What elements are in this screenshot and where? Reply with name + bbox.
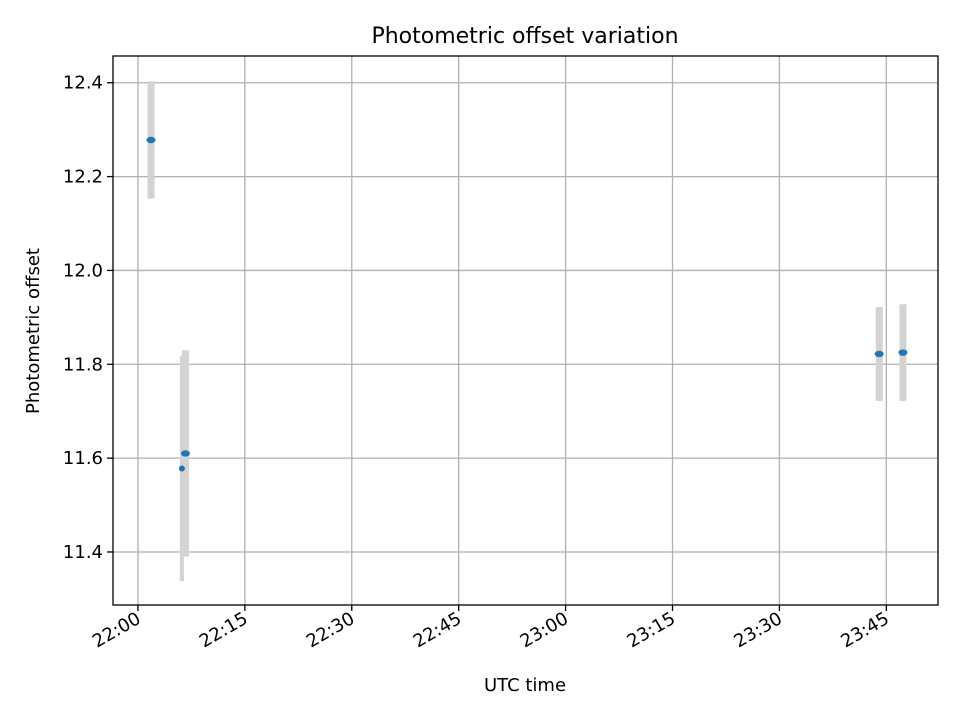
y-tick-label: 12.4 [63, 73, 103, 94]
y-tick-label: 11.4 [63, 542, 103, 563]
y-tick-label: 12.2 [63, 167, 103, 188]
data-point [180, 450, 190, 457]
y-tick-label: 11.8 [63, 354, 103, 375]
grid [113, 56, 938, 605]
x-axis-label: UTC time [484, 675, 566, 696]
chart-title: Photometric offset variation [371, 24, 678, 49]
y-tick-label: 11.6 [63, 448, 103, 469]
data-point [178, 465, 185, 472]
y-axis-label: Photometric offset [23, 248, 44, 414]
data-point [146, 136, 156, 144]
data-points [146, 136, 908, 472]
data-point [898, 349, 908, 356]
y-tick-label: 12.0 [63, 260, 103, 281]
data-point [874, 350, 884, 358]
plot-frame [112, 55, 939, 606]
y-axis: 11.4 11.6 11.8 12.0 12.2 12.4 [63, 73, 113, 563]
